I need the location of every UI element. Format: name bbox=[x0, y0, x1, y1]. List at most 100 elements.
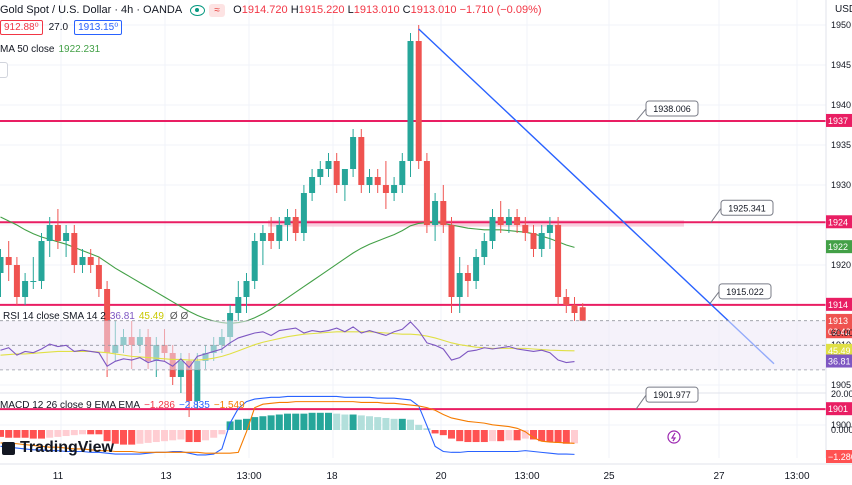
trendline-path bbox=[418, 28, 775, 365]
macd-hist-bar bbox=[292, 413, 300, 430]
time-tick: 20 bbox=[435, 471, 447, 482]
rsi-path bbox=[0, 321, 575, 369]
lightning-icon bbox=[667, 430, 681, 444]
signal-path bbox=[0, 401, 575, 454]
rsi-na-2: Ø bbox=[180, 311, 189, 322]
macd-legend[interactable]: MACD 12 26 close 9 EMA EMA −1.286 −2.835 −1… bbox=[0, 400, 245, 411]
rsi-pane[interactable] bbox=[0, 320, 826, 371]
candle-body bbox=[251, 241, 258, 281]
macd-hist-bar bbox=[202, 430, 209, 441]
candle-body bbox=[481, 241, 488, 257]
sell-button[interactable]: 912.88⁰ bbox=[0, 20, 43, 35]
callout-label: 1925.341 bbox=[728, 203, 766, 213]
eye-icon[interactable] bbox=[190, 4, 206, 16]
buy-button[interactable]: 1913.15⁰ bbox=[74, 20, 123, 35]
symbol-title[interactable]: Gold Spot / U.S. Dollar · 4h · OANDA bbox=[0, 4, 183, 16]
candle-body bbox=[464, 273, 471, 281]
trendline[interactable] bbox=[418, 28, 775, 365]
macd-hist-bar bbox=[538, 430, 546, 442]
change-value: −1.710 (−0.09%) bbox=[459, 4, 542, 16]
price-tick: 1935 bbox=[831, 140, 851, 150]
macd-hist-bar bbox=[38, 430, 45, 439]
candle-body bbox=[235, 297, 242, 313]
price-tick: 1900 bbox=[831, 420, 851, 430]
wave-icon[interactable]: ≈ bbox=[209, 3, 226, 17]
price-tag: 02:42 bbox=[828, 327, 851, 337]
macd-hist-bar bbox=[234, 419, 242, 430]
rsi-tick: 60.00 bbox=[831, 328, 852, 338]
rsi-na-1: Ø bbox=[169, 311, 178, 322]
macd-hist-bar bbox=[267, 415, 275, 430]
macd-hist-bar bbox=[349, 414, 357, 430]
macd-pane[interactable] bbox=[0, 395, 578, 456]
candle-body bbox=[350, 137, 357, 169]
macd-hist-bar bbox=[407, 419, 414, 430]
time-tick: 18 bbox=[326, 471, 338, 482]
macd-hist-bar bbox=[562, 430, 570, 444]
level-tag-bg bbox=[826, 215, 852, 229]
candle-body bbox=[514, 217, 521, 225]
macd-tag-bg bbox=[826, 450, 852, 463]
macd-path bbox=[0, 395, 575, 456]
rsi-legend[interactable]: RSI 14 close SMA 14 2 36.81 45.49 Ø Ø bbox=[3, 311, 188, 322]
candle-body bbox=[505, 217, 512, 225]
ohlc-readout: O1914.720 H1915.220 L1913.010 C1913.010 … bbox=[233, 4, 541, 16]
candle-body bbox=[317, 169, 324, 177]
resistance-zone-rect bbox=[268, 220, 684, 227]
macd-hist-bar bbox=[423, 428, 431, 430]
rsi-ma-tag-bg bbox=[826, 343, 852, 357]
price-levels[interactable]: 1938.006 1925.341 1915.022 1901.977 bbox=[0, 100, 826, 444]
candle-body bbox=[268, 233, 275, 241]
macd-hist-bar bbox=[169, 430, 177, 441]
candle-body bbox=[38, 241, 45, 281]
spread-value: 27.0 bbox=[48, 22, 69, 33]
candle-body bbox=[358, 137, 365, 185]
candle-body bbox=[0, 257, 4, 273]
macd-hist-bar bbox=[398, 418, 406, 430]
low-value: 1913.010 bbox=[353, 4, 400, 16]
rsi-tag: 36.81 bbox=[828, 357, 851, 367]
macd-hist-bar bbox=[464, 430, 472, 443]
callout-leader bbox=[710, 207, 722, 223]
chart-header: Gold Spot / U.S. Dollar · 4h · OANDA ≈ O… bbox=[0, 2, 542, 18]
candle-body bbox=[399, 161, 406, 185]
ma-50-line bbox=[0, 216, 575, 324]
candle-body bbox=[243, 281, 250, 297]
ma-legend[interactable]: MA 50 close 1922.231 bbox=[0, 44, 100, 55]
macd-hist-bar bbox=[29, 430, 37, 439]
time-tick: 13:00 bbox=[514, 471, 539, 482]
candle-body bbox=[63, 233, 70, 241]
close-value: 1913.010 bbox=[410, 4, 457, 16]
callout-label: 1938.006 bbox=[653, 104, 691, 114]
resistance-zone bbox=[268, 220, 684, 227]
time-axis[interactable]: 11 13 13:00 18 20 13:00 25 27 13:00 bbox=[0, 463, 852, 482]
level-tag: 1937 bbox=[828, 116, 848, 126]
macd-hist-bar bbox=[489, 430, 496, 442]
candle-body bbox=[5, 257, 12, 265]
macd-hist-bar bbox=[177, 430, 185, 440]
macd-hist-bar bbox=[456, 430, 464, 442]
macd-hist-bar bbox=[46, 430, 54, 438]
macd-hist-bar bbox=[316, 412, 324, 430]
ma-value: 1922.231 bbox=[58, 44, 101, 55]
candle-body bbox=[87, 257, 94, 265]
level-tag: 1914 bbox=[828, 300, 848, 310]
time-tick: 13:00 bbox=[784, 471, 809, 482]
macd-hist-bar bbox=[185, 430, 193, 443]
macd-hist-bar bbox=[325, 412, 332, 430]
price-tick: 1940 bbox=[831, 100, 851, 110]
collapse-legend-button[interactable] bbox=[0, 62, 8, 78]
macd-hist-bar bbox=[366, 416, 373, 430]
candle-body bbox=[259, 233, 266, 241]
callout-box bbox=[720, 199, 774, 216]
price-tag: 1922 bbox=[828, 242, 848, 252]
price-tick: 1950 bbox=[831, 20, 851, 30]
macd-hist-bar bbox=[284, 413, 291, 430]
candle-body bbox=[473, 257, 480, 281]
macd-hist-bar bbox=[193, 430, 201, 443]
price-tick: 1930 bbox=[831, 180, 851, 190]
macd-hist-bar bbox=[111, 430, 119, 444]
price-axis[interactable]: USD1950194519401935193019251920191519101… bbox=[825, 0, 852, 485]
candle-body bbox=[382, 185, 389, 193]
